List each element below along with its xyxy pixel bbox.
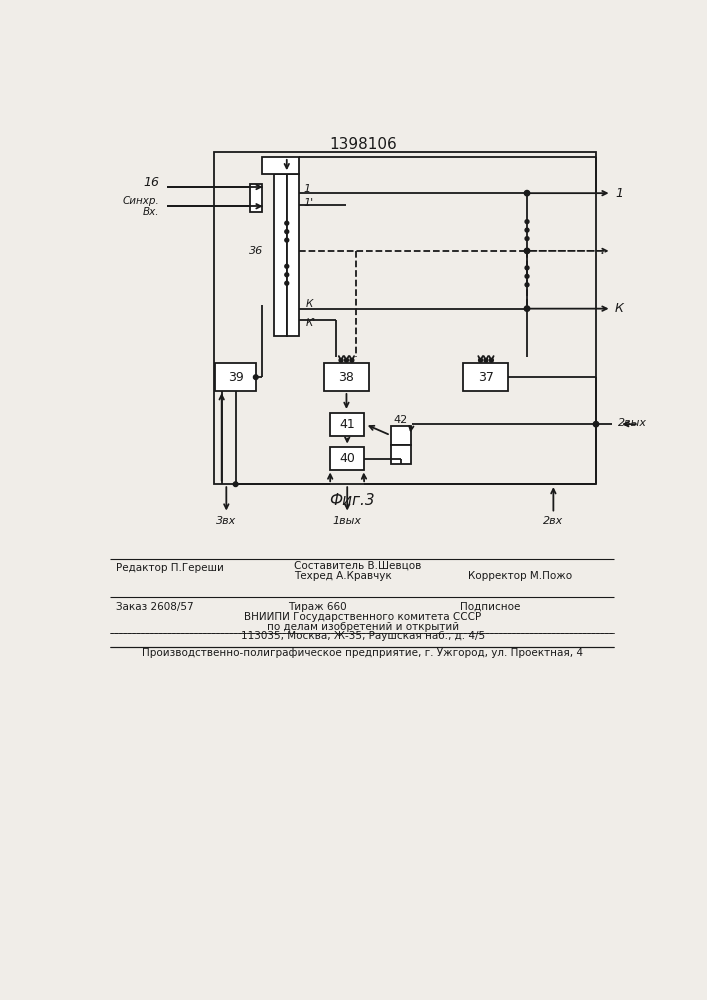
Text: 113035, Москва, Ж-35, Раушская наб., д. 4/5: 113035, Москва, Ж-35, Раушская наб., д. …: [240, 631, 485, 641]
Text: Корректор М.Пожо: Корректор М.Пожо: [468, 571, 572, 581]
Bar: [216, 363, 256, 391]
Circle shape: [525, 306, 530, 311]
Bar: [330, 447, 364, 470]
Circle shape: [525, 283, 529, 287]
Text: К: К: [615, 302, 624, 315]
Circle shape: [285, 221, 288, 225]
Text: 39: 39: [228, 371, 243, 384]
Circle shape: [525, 274, 529, 278]
Text: 1вых: 1вых: [333, 516, 362, 526]
Text: 38: 38: [339, 371, 354, 384]
Circle shape: [285, 230, 288, 234]
Text: Редактор П.Гереши: Редактор П.Гереши: [115, 563, 223, 573]
Text: 3вх: 3вх: [216, 516, 236, 526]
Circle shape: [339, 358, 343, 362]
Text: 42: 42: [394, 415, 408, 425]
Circle shape: [525, 220, 529, 224]
Text: К: К: [305, 299, 312, 309]
Text: Производственно-полиграфическое предприятие, г. Ужгород, ул. Проектная, 4: Производственно-полиграфическое предприя…: [142, 648, 583, 658]
Bar: [391, 426, 411, 445]
Circle shape: [253, 375, 258, 379]
Circle shape: [233, 482, 238, 487]
Bar: [262, 157, 299, 174]
Bar: [250, 184, 262, 212]
Text: Составитель В.Шевцов: Составитель В.Шевцов: [293, 560, 421, 570]
Bar: [274, 174, 287, 336]
Bar: [391, 445, 411, 464]
Circle shape: [285, 264, 288, 268]
Circle shape: [285, 273, 288, 277]
Circle shape: [525, 266, 529, 270]
Text: 40: 40: [339, 452, 355, 465]
Text: 16: 16: [144, 176, 160, 189]
Bar: [324, 363, 369, 391]
Text: Синхр.: Синхр.: [123, 196, 160, 206]
Text: Фиг.3: Фиг.3: [329, 493, 375, 508]
Bar: [214, 152, 596, 484]
Circle shape: [525, 237, 529, 241]
Circle shape: [285, 281, 288, 285]
Bar: [330, 413, 364, 436]
Text: К': К': [305, 318, 315, 328]
Bar: [287, 174, 299, 336]
Text: 2вх: 2вх: [543, 516, 563, 526]
Circle shape: [525, 190, 530, 196]
Circle shape: [525, 228, 529, 232]
Text: Заказ 2608/57: Заказ 2608/57: [115, 602, 193, 612]
Text: Техред А.Кравчук: Техред А.Кравчук: [293, 571, 392, 581]
Circle shape: [344, 358, 349, 362]
Text: 1: 1: [303, 184, 310, 194]
Bar: [464, 363, 508, 391]
Circle shape: [350, 358, 354, 362]
Text: 1': 1': [303, 198, 313, 208]
Circle shape: [479, 358, 482, 362]
Circle shape: [489, 358, 493, 362]
Circle shape: [593, 421, 599, 427]
Text: 2вых: 2вых: [618, 418, 647, 428]
Text: 1: 1: [615, 187, 624, 200]
Text: Тираж 660: Тираж 660: [288, 602, 346, 612]
Text: 36: 36: [250, 246, 264, 256]
Text: 41: 41: [339, 418, 355, 431]
Circle shape: [484, 358, 488, 362]
Text: Вх.: Вх.: [144, 207, 160, 217]
Text: 37: 37: [478, 371, 494, 384]
Circle shape: [285, 238, 288, 242]
Text: Подписное: Подписное: [460, 602, 521, 612]
Circle shape: [525, 248, 530, 254]
Text: по делам изобретений и открытий: по делам изобретений и открытий: [267, 622, 459, 632]
Text: 1398106: 1398106: [329, 137, 397, 152]
Text: ВНИИПИ Государственного комитета СССР: ВНИИПИ Государственного комитета СССР: [244, 612, 481, 622]
